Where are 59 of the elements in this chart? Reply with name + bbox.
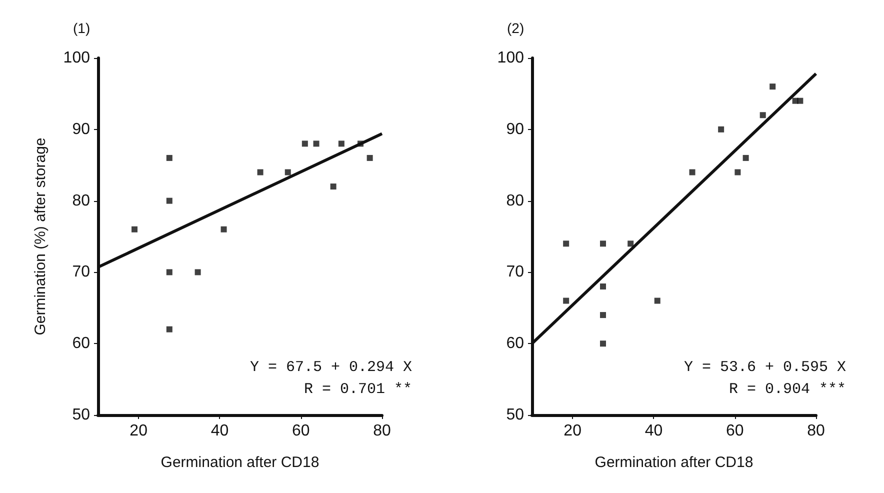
y-tick-label: 80	[506, 192, 524, 210]
x-tick-label: 60	[726, 422, 744, 440]
point	[166, 198, 172, 204]
point	[366, 154, 373, 161]
point	[302, 140, 308, 147]
y-tick-label: 50	[72, 406, 90, 424]
y-tick-label: 60	[506, 335, 524, 352]
point	[166, 154, 172, 161]
point	[563, 240, 570, 247]
x-tick-label: 40	[644, 422, 663, 440]
y-tick-label: 70	[506, 264, 524, 281]
annotation: R = 0.701 **	[304, 381, 412, 398]
y-tick-label: 100	[497, 50, 524, 66]
annotation: R = 0.904 ***	[728, 381, 846, 398]
y-tick-label: 90	[506, 120, 524, 138]
point	[194, 269, 201, 276]
point	[313, 140, 320, 147]
point	[760, 112, 766, 118]
y-tick-label: 70	[72, 264, 90, 281]
point	[600, 240, 606, 247]
x-axis-title: Germination after CD18	[160, 454, 320, 471]
point	[257, 169, 264, 176]
point	[166, 269, 172, 276]
annotation: Y = 53.6 + 0.595 X	[684, 359, 846, 376]
point	[132, 226, 138, 232]
annotation: Y = 67.5 + 0.294 X	[250, 359, 412, 376]
x-tick-label: 40	[210, 422, 229, 440]
point	[797, 98, 804, 104]
y-tick-label: 50	[506, 406, 524, 424]
y-tick-label: 80	[72, 192, 90, 210]
point	[166, 326, 172, 332]
point	[284, 169, 291, 176]
x-tick-label: 60	[292, 422, 310, 440]
point	[357, 140, 364, 147]
point	[770, 84, 776, 90]
point	[600, 283, 606, 290]
point	[220, 226, 227, 232]
x-tick-label: 20	[130, 422, 148, 440]
point	[742, 154, 749, 161]
point	[600, 340, 606, 347]
point	[338, 140, 344, 147]
point	[600, 312, 606, 318]
point	[718, 126, 724, 132]
y-tick-label: 60	[72, 335, 90, 352]
chart-title: (1)	[73, 20, 90, 36]
point	[689, 169, 696, 176]
point	[654, 298, 660, 304]
y-tick-label: 90	[72, 120, 90, 138]
x-tick-label: 80	[807, 422, 825, 440]
x-tick-label: 80	[373, 422, 391, 440]
point	[563, 298, 570, 304]
y-tick-label: 100	[63, 50, 90, 66]
point	[628, 240, 634, 247]
y-axis-title: Germination (%) after storage	[32, 138, 49, 336]
chart-title: (2)	[507, 20, 524, 36]
x-tick-label: 20	[564, 422, 582, 440]
x-axis-title: Germination after CD18	[594, 454, 754, 471]
point	[330, 184, 336, 190]
point	[734, 169, 741, 176]
